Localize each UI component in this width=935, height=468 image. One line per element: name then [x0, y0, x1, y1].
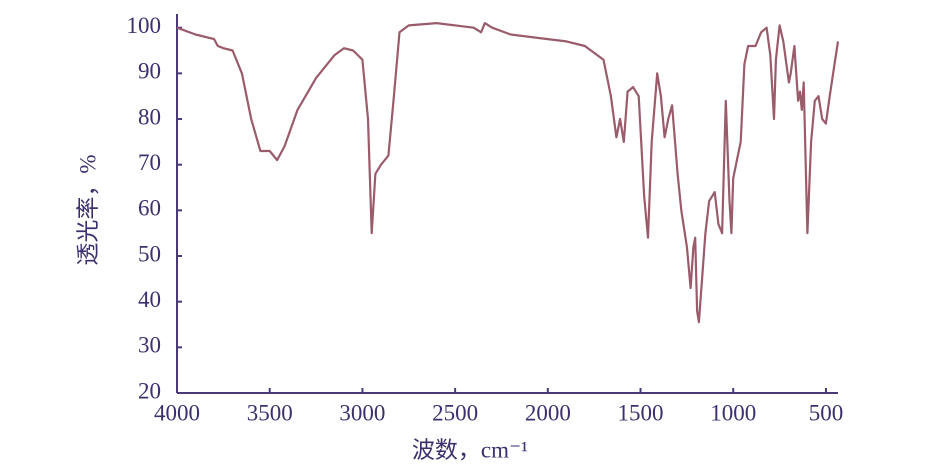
x-tick-label: 4000	[154, 400, 200, 425]
y-tick-label: 50	[138, 241, 161, 266]
y-axis-label: 透光率，%	[75, 154, 100, 265]
x-axis-label: 波数，cm⁻¹	[412, 437, 528, 462]
y-tick-label: 20	[138, 378, 161, 403]
x-tick-label: 2500	[432, 400, 478, 425]
y-tick-label: 40	[138, 287, 161, 312]
y-tick-label: 100	[127, 13, 162, 38]
spectrum-line	[176, 22, 840, 324]
x-tick-label: 3000	[339, 400, 385, 425]
x-tick-label: 1500	[618, 400, 664, 425]
y-tick-label: 30	[138, 333, 161, 358]
y-tick-label: 80	[138, 104, 161, 129]
x-tick-label: 500	[809, 400, 844, 425]
x-tick-label: 3500	[247, 400, 293, 425]
y-tick-label: 60	[138, 196, 161, 221]
y-tick-label: 70	[138, 150, 161, 175]
y-tick-label: 90	[138, 59, 161, 84]
x-tick-label: 2000	[525, 400, 571, 425]
x-tick-label: 1000	[710, 400, 756, 425]
